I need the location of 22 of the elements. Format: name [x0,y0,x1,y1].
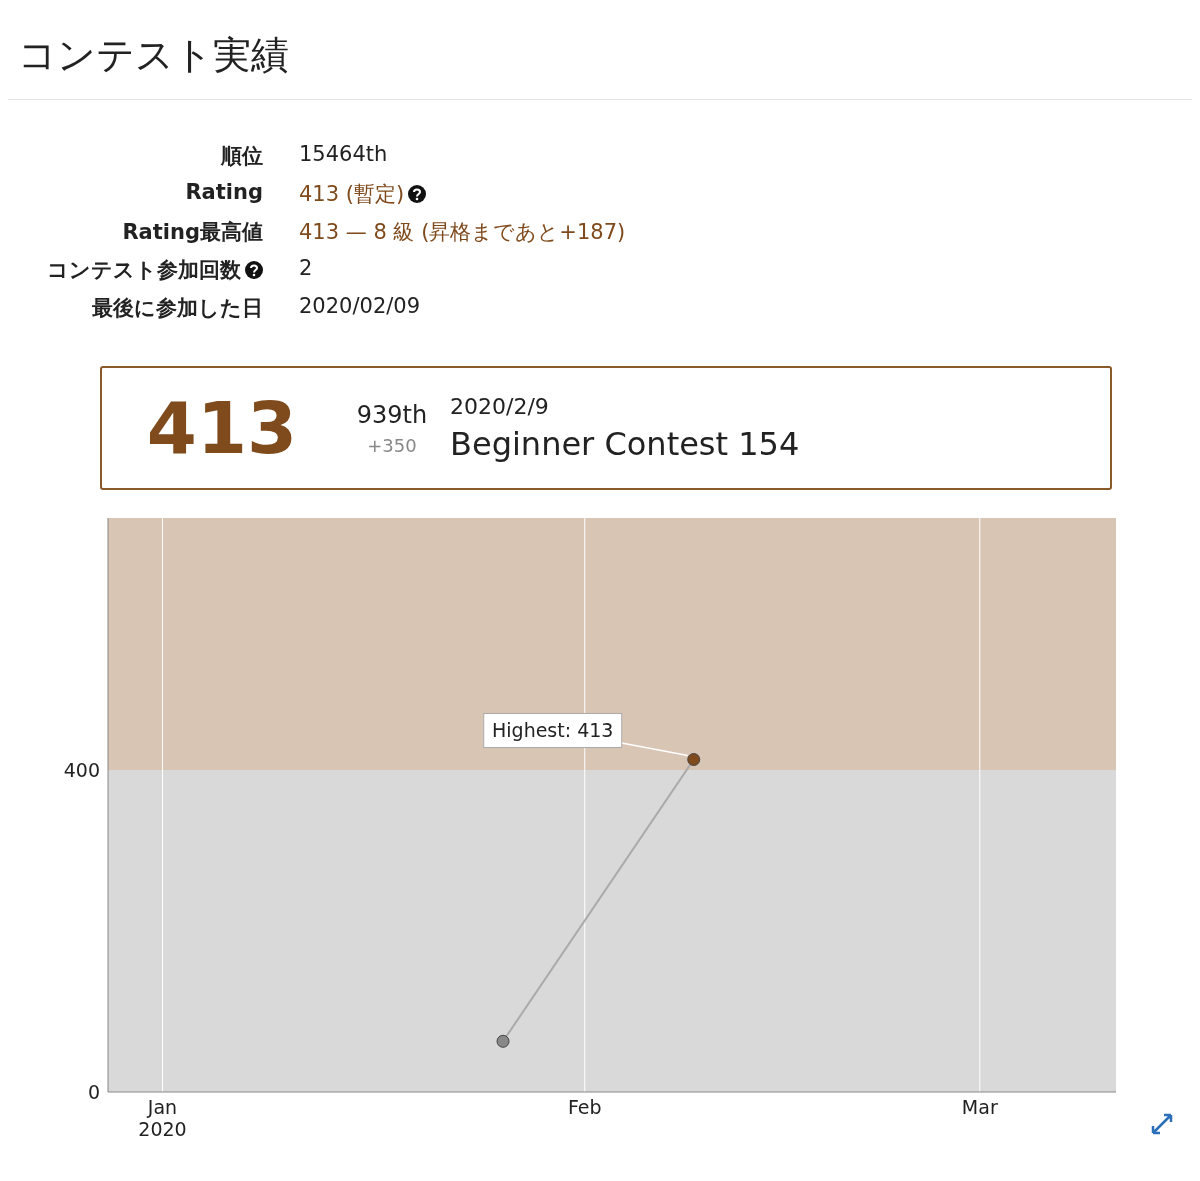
y-tick-label: 400 [63,758,100,781]
text: 939th [355,400,429,429]
text: 2020/02/09 [299,294,422,320]
text: 順位 [219,143,263,170]
text: 413 [145,386,299,470]
text: 15464th [299,142,389,168]
text: Rating最高値 [121,219,263,246]
y-tick-label: 0 [87,1080,100,1103]
text: 413 (暫定) [299,181,406,208]
text: Beginner Contest 154 [450,424,800,463]
x-tick-label: Mar [961,1096,998,1118]
text: 最後に参加した日 [91,295,263,322]
x-tick-label: Feb [567,1096,602,1118]
text: 413 — 8 級 (昇格まであと+187) [299,219,627,246]
chart-title: コンテスト実績 [8,8,1192,100]
text: Rating [184,180,263,206]
text: コンテスト参加回数 [46,257,242,284]
text: +350 [366,434,418,456]
annotation: Highest: 413 [492,718,614,741]
x-tick-label: Jan 2020 [138,1096,187,1140]
text: 2 [299,256,314,282]
text: 2020/2/9 [450,393,550,419]
